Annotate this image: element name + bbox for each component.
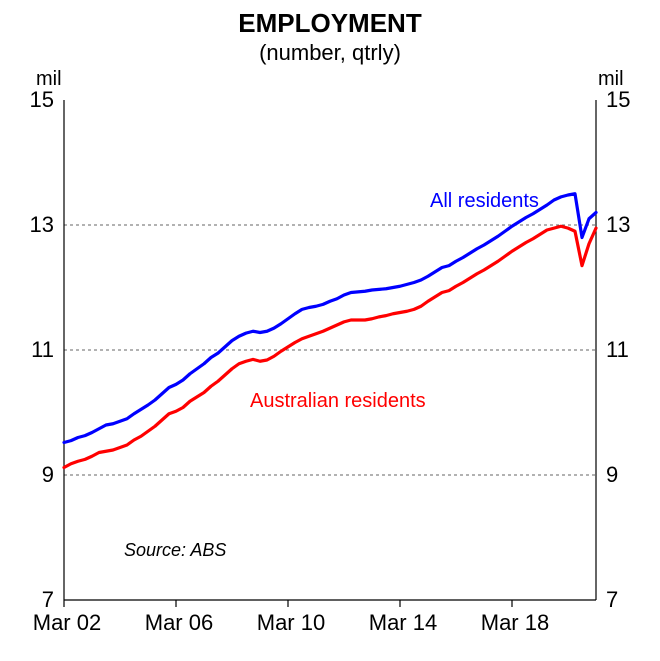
x-tick-label: Mar 06 bbox=[134, 610, 224, 636]
series-label-all-residents: All residents bbox=[430, 190, 539, 213]
y-tick-left: 11 bbox=[31, 337, 54, 363]
x-tick-label: Mar 10 bbox=[246, 610, 336, 636]
y-tick-left: 9 bbox=[42, 462, 54, 488]
y-tick-right: 7 bbox=[606, 587, 618, 613]
x-tick-label: Mar 14 bbox=[358, 610, 448, 636]
y-tick-left: 15 bbox=[30, 87, 54, 113]
y-tick-right: 9 bbox=[606, 462, 618, 488]
x-tick-label: Mar 02 bbox=[22, 610, 112, 636]
series-label-australian-residents: Australian residents bbox=[250, 390, 426, 413]
series-line-1 bbox=[64, 226, 596, 467]
y-tick-right: 11 bbox=[606, 337, 629, 363]
y-tick-right: 13 bbox=[606, 212, 630, 238]
y-tick-right: 15 bbox=[606, 87, 630, 113]
employment-chart: EMPLOYMENT (number, qtrly) mil mil Sourc… bbox=[0, 0, 660, 661]
plot-svg bbox=[0, 0, 660, 661]
x-tick-label: Mar 18 bbox=[470, 610, 560, 636]
y-tick-left: 13 bbox=[30, 212, 54, 238]
